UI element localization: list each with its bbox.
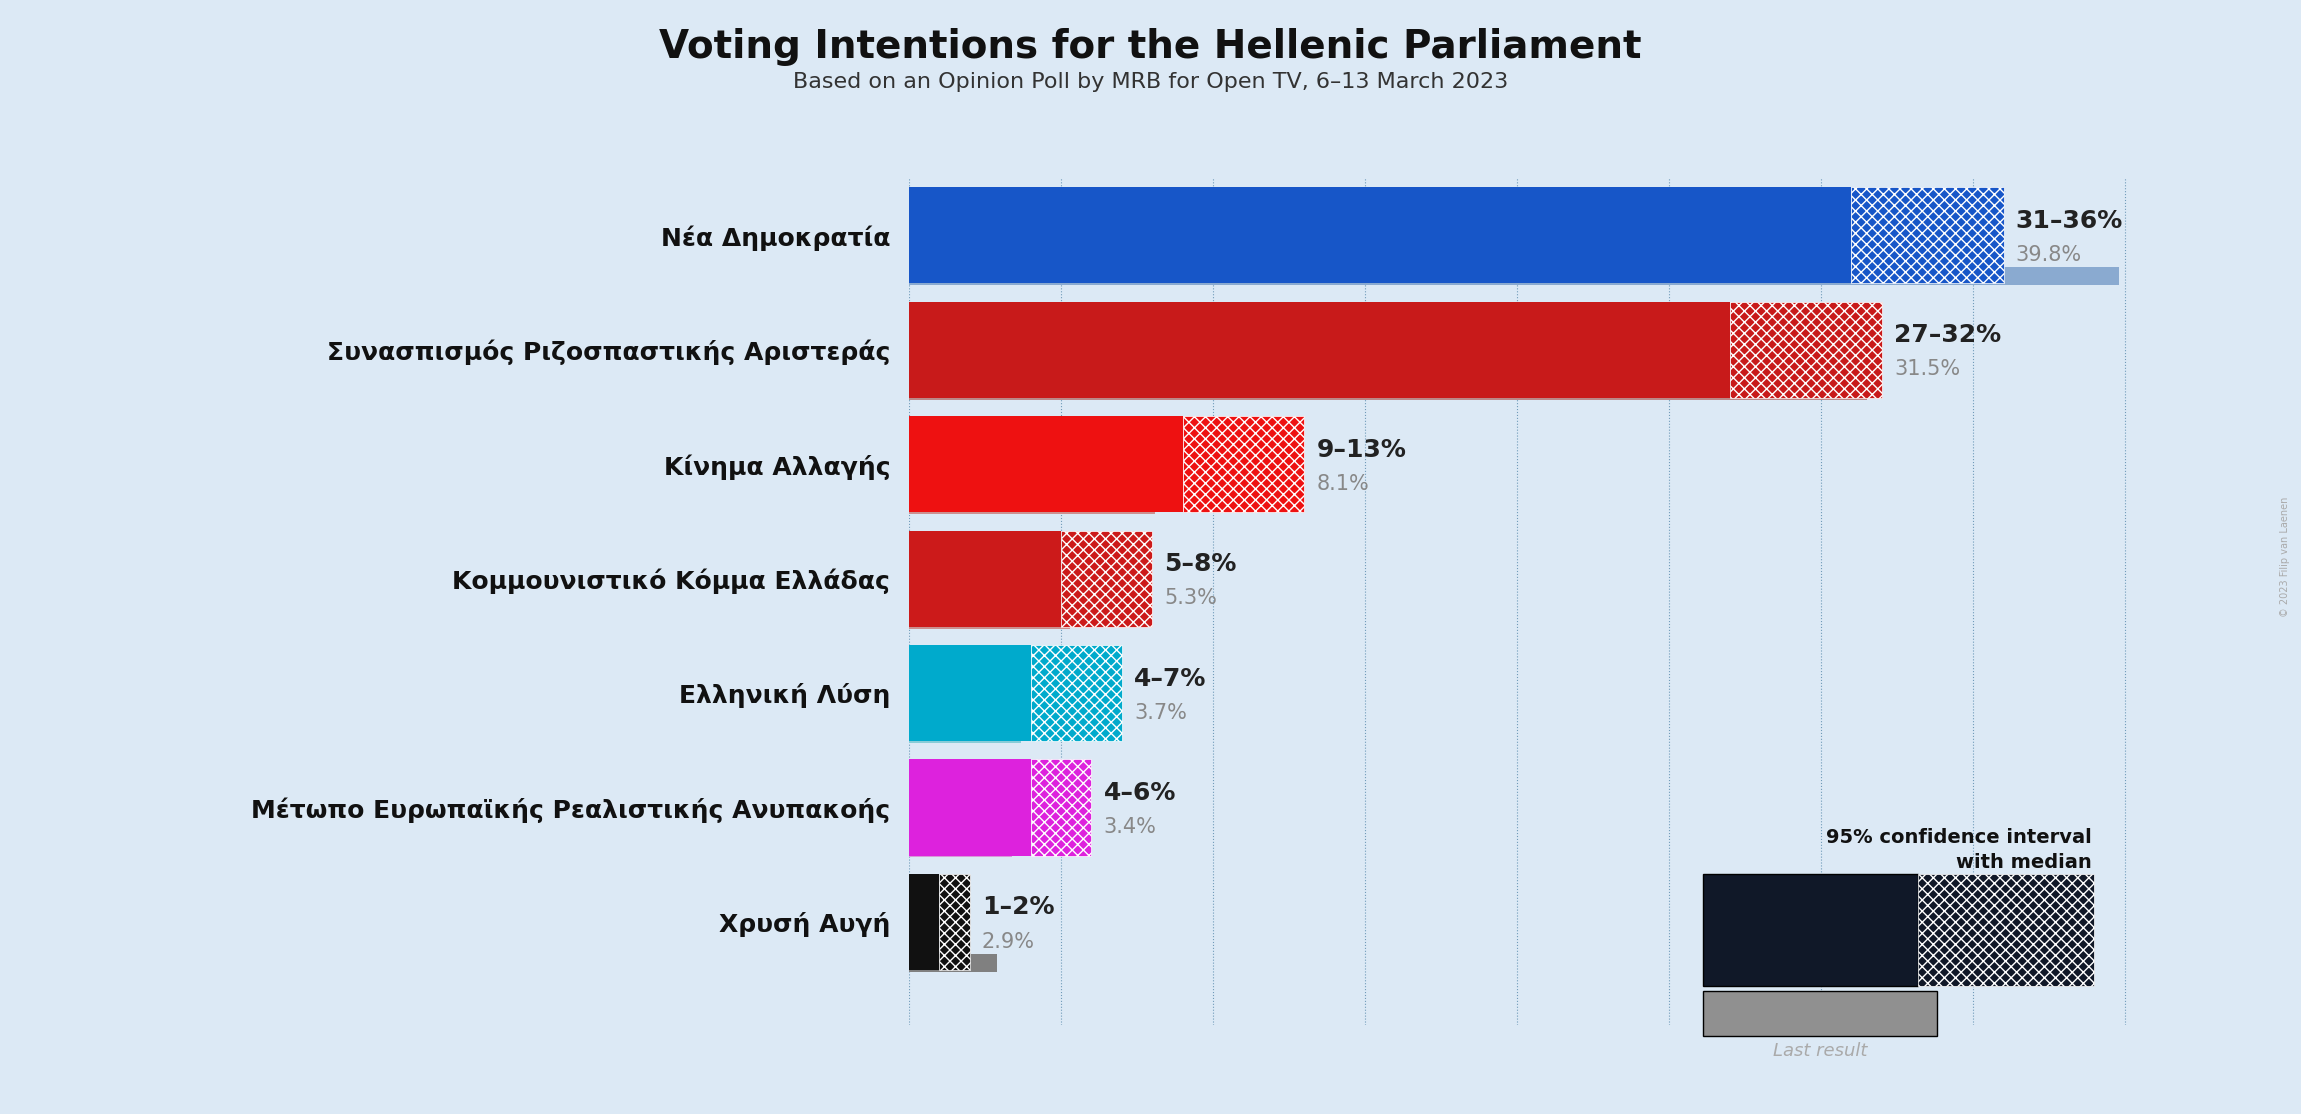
Text: Based on an Opinion Poll by MRB for Open TV, 6–13 March 2023: Based on an Opinion Poll by MRB for Open…	[794, 72, 1507, 92]
Text: 8.1%: 8.1%	[1316, 473, 1369, 494]
Text: 31.5%: 31.5%	[1894, 360, 1960, 380]
Bar	[909, 725, 1022, 743]
Bar	[909, 496, 1155, 515]
Bar	[939, 873, 969, 970]
Text: 4–7%: 4–7%	[1134, 666, 1206, 691]
Text: 31–36%: 31–36%	[2016, 209, 2124, 233]
Bar	[909, 954, 996, 971]
Bar	[909, 302, 1730, 398]
Bar	[909, 873, 939, 970]
Bar	[1730, 302, 1882, 398]
Text: 3.4%: 3.4%	[1104, 817, 1157, 837]
Bar	[909, 839, 1012, 858]
Text: 5.3%: 5.3%	[1164, 588, 1217, 608]
Bar	[909, 187, 1852, 283]
Text: © 2023 Filip van Laenen: © 2023 Filip van Laenen	[2280, 497, 2289, 617]
Text: Voting Intentions for the Hellenic Parliament: Voting Intentions for the Hellenic Parli…	[660, 28, 1641, 66]
Bar	[1031, 645, 1123, 741]
Bar	[909, 610, 1070, 628]
Bar	[909, 417, 1183, 512]
Bar	[1061, 530, 1153, 627]
Bar	[1183, 417, 1305, 512]
Text: with median: with median	[1956, 853, 2092, 872]
Text: 27–32%: 27–32%	[1894, 323, 2002, 348]
Bar	[909, 530, 1061, 627]
Text: 3.7%: 3.7%	[1134, 703, 1187, 723]
Text: 4–6%: 4–6%	[1104, 781, 1176, 805]
Text: 5–8%: 5–8%	[1164, 553, 1236, 576]
Bar	[909, 760, 1031, 856]
Bar	[909, 382, 1866, 400]
Bar	[909, 645, 1031, 741]
Text: 1–2%: 1–2%	[983, 896, 1054, 919]
Text: Last result: Last result	[1772, 1042, 1868, 1059]
Bar	[1852, 187, 2004, 283]
Text: 9–13%: 9–13%	[1316, 438, 1406, 462]
Text: 2.9%: 2.9%	[983, 931, 1035, 951]
Text: 95% confidence interval: 95% confidence interval	[1827, 828, 2092, 847]
Bar	[909, 267, 2119, 285]
Bar	[1031, 760, 1091, 856]
Text: 39.8%: 39.8%	[2016, 245, 2082, 265]
